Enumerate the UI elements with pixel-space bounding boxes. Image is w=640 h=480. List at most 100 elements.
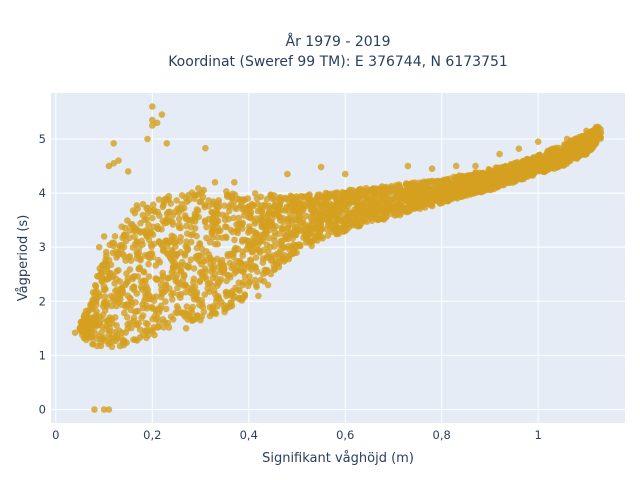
data-point [451,191,459,199]
data-point [151,331,158,339]
data-point [202,273,209,281]
data-point [169,218,176,226]
data-point [281,194,289,202]
data-point [162,305,170,313]
data-point [207,268,215,275]
data-point [247,263,255,271]
data-point [240,205,248,212]
data-point [183,198,191,206]
data-point [135,227,143,235]
data-point [438,195,446,202]
data-point [210,287,218,294]
data-point [121,339,128,346]
data-point [126,266,134,273]
data-point [173,251,180,258]
data-point [90,317,98,325]
data-point [318,217,325,225]
data-point [108,334,116,341]
data-point [280,244,287,251]
data-point-outlier [153,119,161,127]
data-point [252,254,260,261]
data-point [128,324,135,332]
data-point [162,298,169,305]
data-point-outlier [149,103,156,110]
data-point [148,305,156,312]
data-point [267,192,274,200]
data-point [318,225,326,233]
data-point [245,278,253,286]
data-point [196,240,203,247]
data-point [560,152,568,159]
data-point [368,203,375,211]
data-point [247,242,255,249]
data-point-outlier [115,157,122,164]
data-point [310,206,317,214]
data-point [545,153,553,160]
data-point [165,324,173,331]
data-point [288,201,295,208]
data-point [256,206,264,213]
data-point [167,313,175,321]
data-point [239,196,246,203]
data-point [178,200,186,208]
data-point-outlier [149,122,156,129]
data-point [88,328,96,336]
data-point [181,272,188,280]
data-point-outlier [264,281,272,289]
data-point [96,333,103,340]
data-point [300,206,307,213]
data-point-outlier [284,170,291,178]
data-point [305,226,313,234]
data-point [118,301,126,309]
data-points [71,103,605,413]
data-point [327,193,335,200]
data-point [246,273,253,280]
data-point [89,289,97,296]
data-point [129,317,137,325]
data-point [215,197,222,204]
y-tick-label: 0 [39,402,46,416]
y-tick-label: 3 [39,240,46,254]
data-point [337,208,345,216]
data-point [156,259,164,266]
data-point [235,279,243,287]
data-point [194,296,201,304]
data-point [193,206,201,213]
data-point [418,195,426,203]
data-point [268,256,276,264]
data-point [287,216,295,224]
data-point-outlier [76,325,84,332]
x-tick-label: 0,4 [240,428,258,442]
data-point [542,163,550,170]
x-tick-label: 1 [535,428,542,442]
data-point [245,223,253,230]
data-point [98,323,106,330]
data-point [354,208,362,216]
y-tick-label: 5 [39,132,46,146]
data-point [308,242,316,250]
data-point [83,311,90,318]
data-point [201,268,209,275]
data-point [253,268,261,275]
data-point [324,232,332,239]
data-point [110,294,117,301]
data-point-outlier [158,111,166,118]
data-point [279,215,287,222]
data-point [173,271,181,279]
data-point [268,219,276,227]
data-point [154,324,161,331]
data-point [570,142,578,150]
data-point [187,256,195,264]
data-point-outlier [95,243,103,251]
data-point [342,200,349,208]
data-point [103,265,111,273]
y-tick-label: 1 [39,348,46,362]
data-point [354,193,361,200]
data-point [562,144,569,152]
data-point [526,171,534,178]
data-point [224,193,231,200]
data-point [275,230,283,237]
data-point [261,221,268,229]
data-point [169,296,176,303]
data-point-outlier [110,160,117,167]
